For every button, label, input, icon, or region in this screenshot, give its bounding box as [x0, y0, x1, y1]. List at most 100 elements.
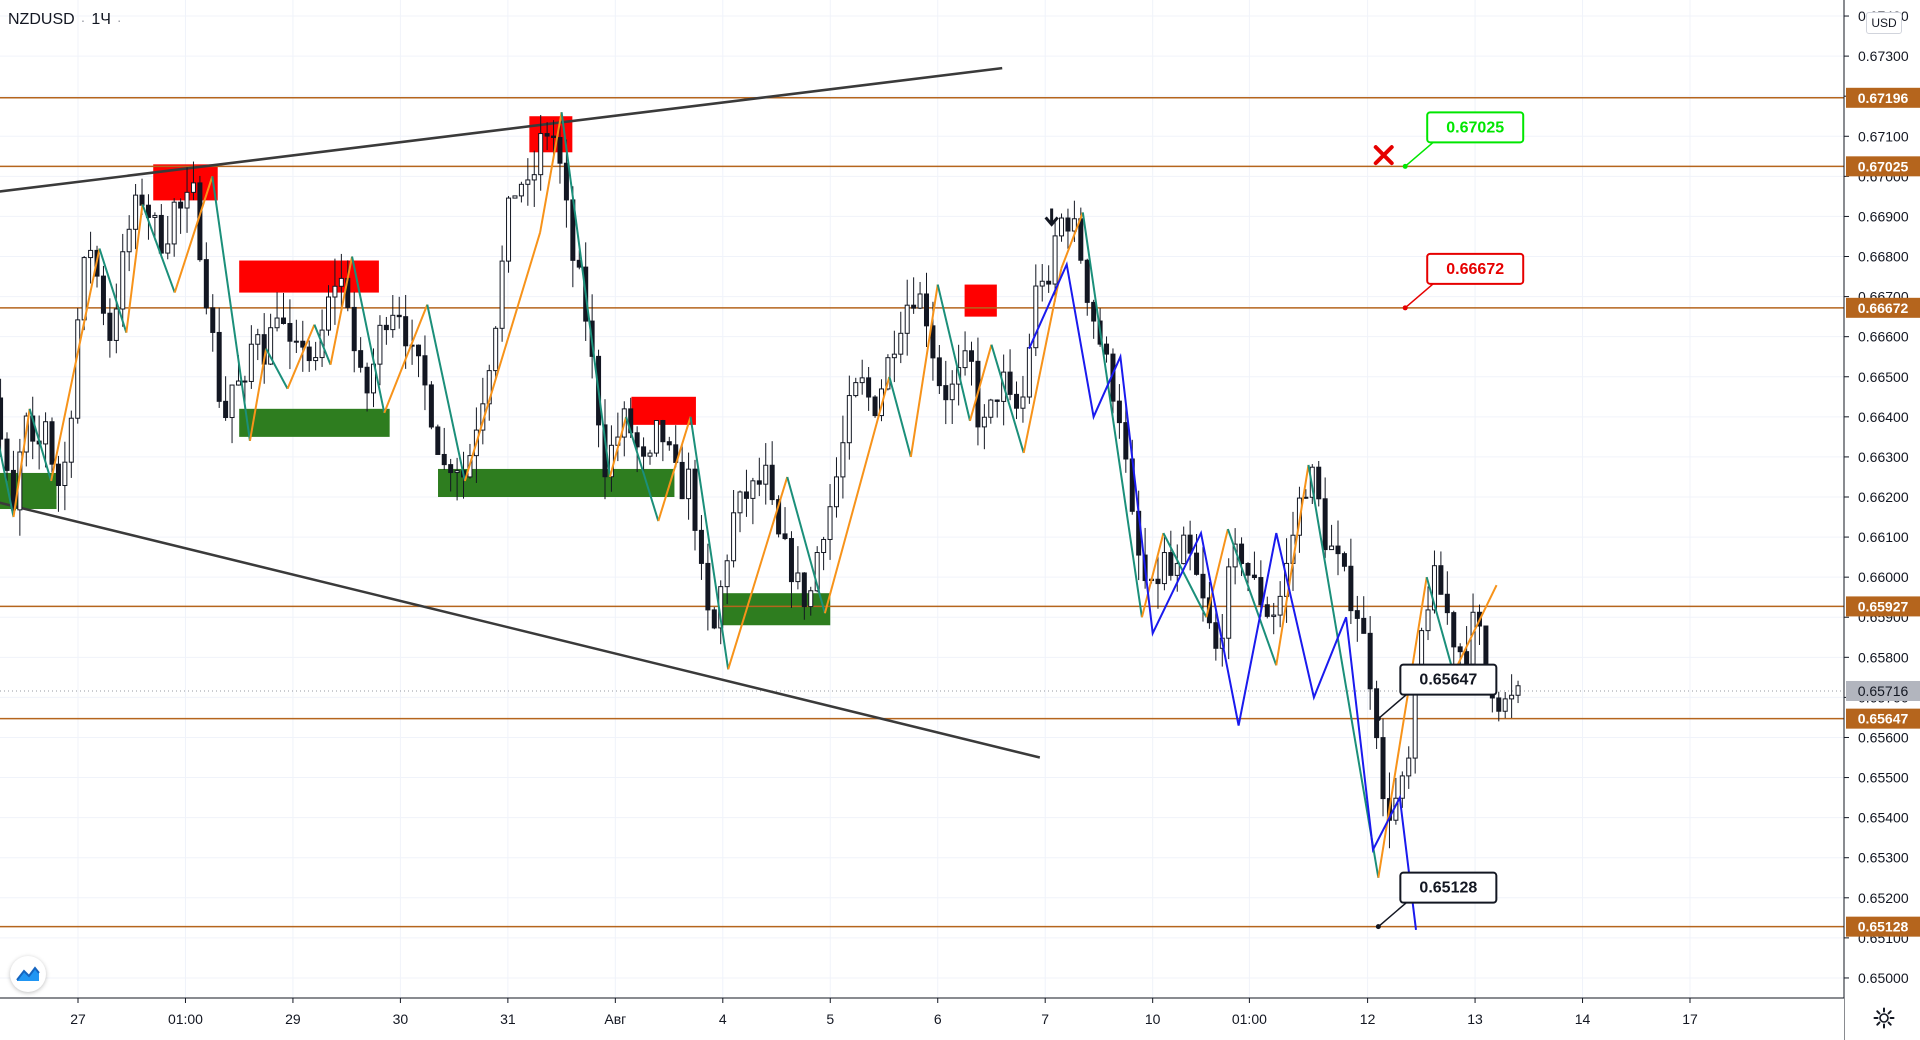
candle-body	[763, 464, 769, 485]
candle-body	[1354, 610, 1360, 619]
candle-body	[776, 499, 782, 535]
candle-body	[280, 317, 286, 324]
candle-body	[313, 357, 319, 362]
x-tick-label: 7	[1041, 1011, 1049, 1027]
candle-body	[81, 257, 87, 321]
symbol-header[interactable]: NZDUSD · 1Ч ·	[8, 8, 122, 32]
zigzag-leg	[1425, 576, 1455, 674]
candle-body	[538, 133, 544, 176]
candle-body	[0, 397, 4, 440]
candle-body	[788, 538, 794, 583]
currency-button[interactable]: USD	[1866, 12, 1902, 34]
zigzag-leg	[351, 256, 386, 414]
candle-body	[750, 480, 756, 499]
zigzag-leg	[657, 416, 692, 522]
candle-body	[1412, 690, 1418, 759]
candle-body	[647, 452, 653, 457]
candle-body	[10, 469, 16, 511]
candle-body	[821, 538, 827, 554]
candle-body	[936, 357, 942, 387]
zigzag-leg	[1307, 464, 1380, 878]
y-tick-label: 0.66000	[1858, 569, 1909, 585]
demand-zone	[0, 472, 57, 510]
candle-body	[1322, 498, 1328, 551]
candle-body	[814, 552, 820, 592]
zigzag-leg	[1162, 532, 1208, 618]
candle-body	[1483, 625, 1489, 668]
candle-body	[1059, 217, 1065, 237]
y-tick-label: 0.65800	[1858, 649, 1909, 665]
x-tick-label: 29	[285, 1011, 301, 1027]
zigzag-leg	[990, 344, 1025, 454]
candle-body	[506, 197, 512, 262]
plot-background	[0, 0, 1844, 998]
candle-body	[801, 572, 807, 608]
x-tick-label: 4	[719, 1011, 727, 1027]
x-tick-label: 01:00	[168, 1011, 203, 1027]
candle-body	[923, 293, 929, 327]
candle-body	[255, 334, 261, 345]
candle-body	[1161, 552, 1167, 585]
candle-body	[1245, 562, 1251, 576]
y-tick-label: 0.65300	[1858, 850, 1909, 866]
candle-body	[557, 136, 563, 164]
current-price-label: 0.65716	[1858, 683, 1909, 699]
demand-zone	[438, 468, 675, 497]
zigzag-leg	[286, 324, 316, 390]
candle-body	[422, 355, 428, 386]
candle-body	[499, 260, 505, 329]
zigzag-leg	[1377, 576, 1428, 878]
zigzag-leg	[888, 376, 912, 458]
zigzag-leg	[125, 204, 144, 333]
candle-body	[152, 214, 158, 218]
price-level-badge	[1846, 87, 1920, 108]
zigzag-leg	[383, 304, 429, 414]
zigzag-leg	[1275, 464, 1310, 666]
callout-pointer	[1404, 141, 1434, 167]
candle-body	[698, 529, 704, 564]
candle-body	[268, 327, 274, 365]
zigzag-leg	[50, 248, 101, 482]
candle-body	[1200, 573, 1206, 599]
candle-body	[634, 432, 640, 448]
x-tick-label: 13	[1467, 1011, 1483, 1027]
candle-body	[911, 304, 917, 309]
candle-body	[145, 204, 151, 218]
price-callout: 0.65647	[1375, 663, 1498, 722]
candle-body	[1181, 534, 1187, 565]
candle-body	[203, 259, 209, 309]
candle-body	[139, 194, 145, 206]
candle-body	[518, 183, 524, 197]
arrow-down-icon	[1044, 208, 1059, 227]
zigzag-leg	[560, 112, 611, 478]
y-tick-label: 0.66800	[1858, 249, 1909, 265]
gear-icon[interactable]	[1872, 1006, 1896, 1030]
zigzag-leg	[0, 445, 15, 518]
candle-body	[692, 468, 698, 531]
zigzag-leg	[98, 248, 128, 333]
y-tick-label: 0.65600	[1858, 729, 1909, 745]
candle-body	[1444, 593, 1450, 614]
price-level-label: 0.65647	[1858, 711, 1909, 727]
tradingview-logo-icon[interactable]	[10, 956, 46, 992]
zigzag-leg	[625, 416, 660, 522]
y-tick-label: 0.65500	[1858, 770, 1909, 786]
candle-body	[1174, 563, 1180, 576]
candle-body	[943, 385, 949, 401]
candle-body	[1194, 552, 1200, 575]
candle-body	[988, 399, 994, 418]
callout-box	[1399, 871, 1498, 904]
candle-body	[454, 470, 460, 474]
candle-body	[1509, 694, 1515, 700]
zigzag-leg	[539, 112, 563, 233]
candle-body	[949, 383, 955, 401]
candle-body	[210, 307, 216, 333]
candle-body	[1033, 285, 1039, 349]
candle-body	[872, 396, 878, 417]
price-level-badge	[1846, 708, 1920, 729]
candle-body	[756, 480, 762, 485]
price-scale	[1844, 0, 1920, 1040]
candle-body	[326, 296, 332, 331]
candle-body	[1052, 235, 1058, 285]
